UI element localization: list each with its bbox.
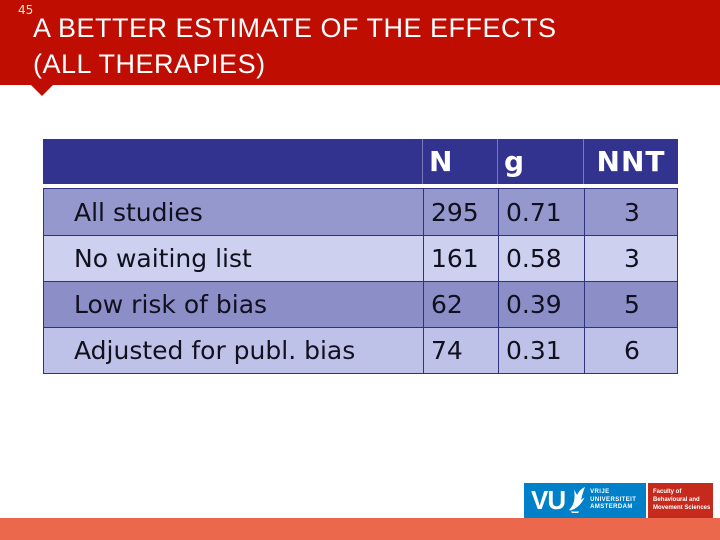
table-header-row: N g NNT <box>43 139 678 184</box>
vu-logo: VU VRIJE UNIVERSITEIT AMSTERDAM Faculty … <box>524 483 713 518</box>
table-body: All studies 295 0.71 3 No waiting list 1… <box>43 188 678 374</box>
cell-n: 161 <box>423 236 498 281</box>
university-name-line: VRIJE <box>590 489 610 496</box>
table-row-adjusted-for-publ-bias: Adjusted for publ. bias 74 0.31 6 <box>44 327 677 373</box>
cell-nnt: 3 <box>584 189 679 235</box>
cell-g: 0.39 <box>498 282 584 327</box>
row-label: Low risk of bias <box>74 290 268 319</box>
faculty-line: Behavioural and <box>653 497 700 503</box>
griffin-icon <box>569 486 586 513</box>
cell-n: 295 <box>423 189 498 235</box>
cell-n: 74 <box>423 328 498 373</box>
row-label: All studies <box>74 197 203 227</box>
faculty-block: Faculty of Behavioural and Movement Scie… <box>648 483 713 518</box>
vu-wordmark: VU <box>531 485 566 515</box>
table-row-no-waiting-list: No waiting list 161 0.58 3 <box>44 235 677 281</box>
table-row-low-risk-of-bias: Low risk of bias 62 0.39 5 <box>44 281 677 327</box>
header-empty-cell <box>43 139 422 184</box>
title-pointer-triangle <box>31 85 53 96</box>
effects-table: N g NNT All studies 295 0.71 3 No waitin… <box>43 139 678 374</box>
cell-g: 0.71 <box>498 189 584 235</box>
title-line-2: (ALL THERAPIES) <box>33 49 266 79</box>
table-row-all-studies: All studies 295 0.71 3 <box>44 189 677 235</box>
header-col-n: N <box>422 139 497 184</box>
row-label: Adjusted for publ. bias <box>74 336 356 365</box>
vu-logo-blue-block: VU VRIJE UNIVERSITEIT AMSTERDAM <box>524 483 646 518</box>
cell-nnt: 6 <box>584 328 679 373</box>
faculty-line: Faculty of <box>653 489 682 495</box>
title-line-1: A BETTER ESTIMATE OF THE EFFECTS <box>33 13 557 43</box>
page-title: A BETTER ESTIMATE OF THE EFFECTS (ALL TH… <box>33 10 700 82</box>
faculty-line: Movement Sciences <box>653 505 711 511</box>
university-name-line: UNIVERSITEIT <box>590 496 637 503</box>
university-name-line: AMSTERDAM <box>590 504 633 511</box>
title-band: A BETTER ESTIMATE OF THE EFFECTS (ALL TH… <box>0 0 720 85</box>
cell-g: 0.31 <box>498 328 584 373</box>
header-col-nnt: NNT <box>583 139 678 184</box>
header-col-g: g <box>497 139 583 184</box>
cell-g: 0.58 <box>498 236 584 281</box>
cell-n: 62 <box>423 282 498 327</box>
row-label: No waiting list <box>74 244 252 273</box>
cell-nnt: 5 <box>584 282 679 327</box>
cell-nnt: 3 <box>584 236 679 281</box>
footer-bar <box>0 518 720 540</box>
page-number: 45 <box>18 3 34 17</box>
university-name: VRIJE UNIVERSITEIT AMSTERDAM <box>590 489 636 512</box>
